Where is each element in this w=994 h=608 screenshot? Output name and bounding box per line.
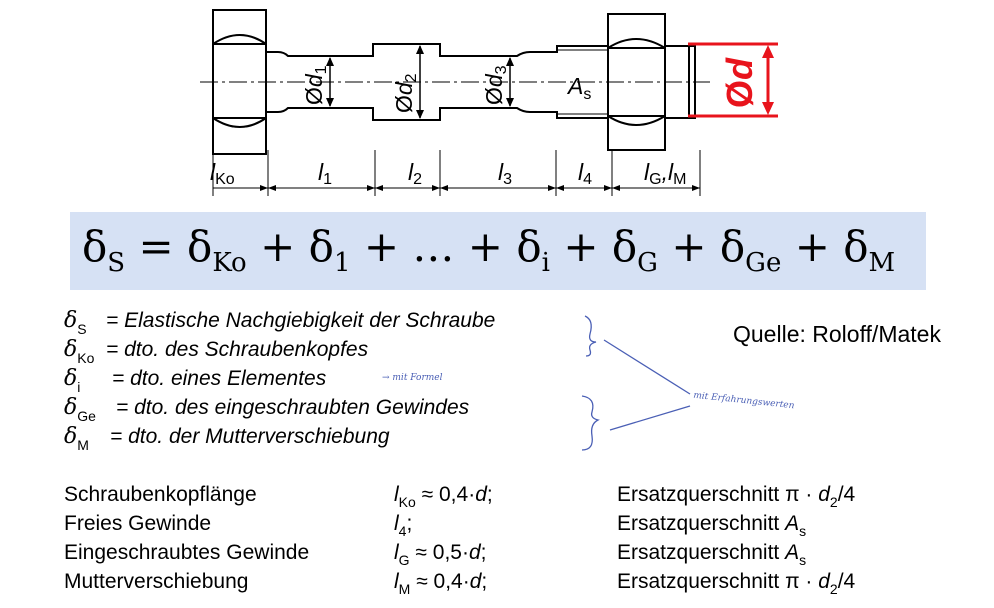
label-d2: Ød2	[391, 73, 420, 113]
formula: δS = δKo + δ1 + … + δi + δG + δGe + δM	[82, 222, 896, 278]
source-citation: Quelle: Roloff/Matek	[733, 321, 941, 347]
label-d1: Ød1	[301, 65, 330, 105]
handwritten-annotations	[581, 315, 691, 451]
table-row: Schraubenkopflänge lKo ≈ 0,4·d; Ersatzqu…	[64, 483, 856, 510]
bolt-drawing: Ød1 Ød2 Ød3 As Ød lKo l1 l	[200, 9, 778, 196]
bolt-head	[212, 9, 267, 155]
nut	[607, 13, 666, 151]
label-d3: Ød3	[481, 65, 510, 105]
label-nominal-d: Ød	[719, 57, 760, 108]
nominal-diameter-marker	[688, 42, 778, 118]
formula-box	[70, 212, 926, 290]
handnote-formula: → mit Formel	[382, 373, 443, 383]
table-row: Freies Gewinde l4; Ersatzquerschnitt As	[64, 512, 807, 539]
table-row: Mutterverschiebung lM ≈ 0,4·d; Ersatzque…	[64, 570, 856, 597]
table-row: Eingeschraubtes Gewinde lG ≈ 0,5·d; Ersa…	[64, 541, 807, 568]
